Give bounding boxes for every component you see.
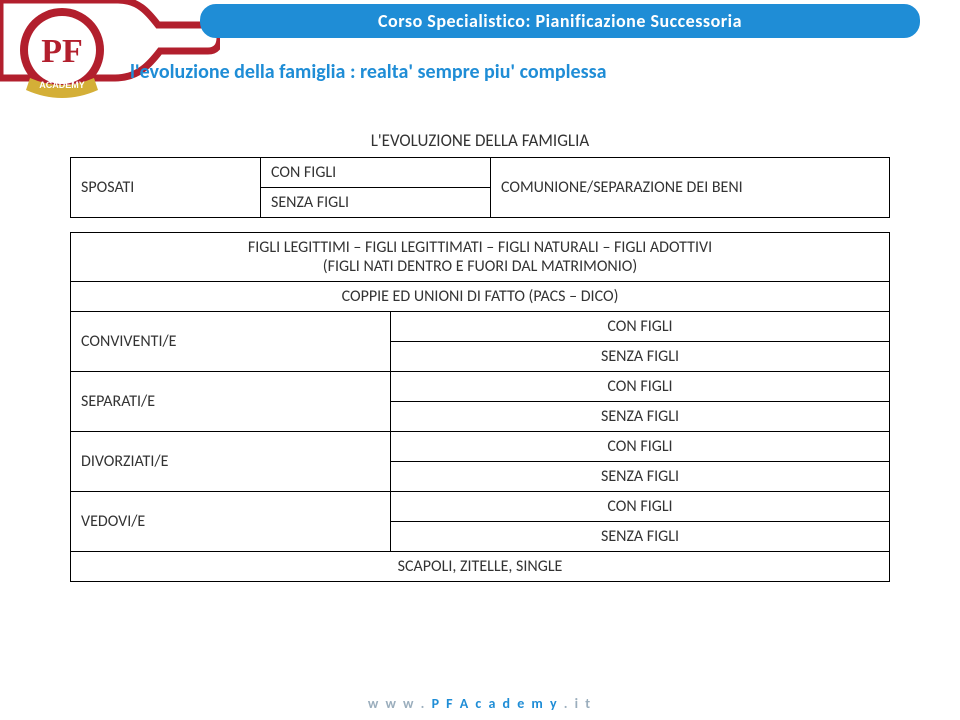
table-row: DIVORZIATI/E CON FIGLI	[71, 432, 890, 462]
cell-scapoli: SCAPOLI, ZITELLE, SINGLE	[71, 552, 890, 582]
cell-con-figli: CON FIGLI	[391, 312, 890, 342]
main-content: L'EVOLUZIONE DELLA FAMIGLIA SPOSATI CON …	[70, 130, 890, 582]
table-row: VEDOVI/E CON FIGLI	[71, 492, 890, 522]
text-legittimi: FIGLI LEGITTIMI – FIGLI LEGITTIMATI – FI…	[248, 238, 712, 257]
cell-con-figli: CON FIGLI	[391, 432, 890, 462]
cell-senza-figli: SENZA FIGLI	[391, 342, 890, 372]
sub-table: FIGLI LEGITTIMI – FIGLI LEGITTIMATI – FI…	[70, 232, 890, 582]
footer-main: P F A c a d e m y	[432, 695, 559, 712]
table-row: SCAPOLI, ZITELLE, SINGLE	[71, 552, 890, 582]
cell-divorziati: DIVORZIATI/E	[71, 432, 391, 492]
top-table: SPOSATI CON FIGLI COMUNIONE/SEPARAZIONE …	[70, 157, 890, 218]
cell-con-figli: CON FIGLI	[391, 372, 890, 402]
logo-banner-text: ACADEMY	[39, 80, 85, 90]
page-subtitle: l'evoluzione della famiglia : realta' se…	[130, 60, 606, 84]
cell-senza-figli: SENZA FIGLI	[261, 188, 491, 218]
pf-academy-logo: PF ACADEMY	[12, 6, 118, 108]
cell-sposati: SPOSATI	[71, 158, 261, 218]
logo-pf-text: PF	[41, 33, 83, 70]
cell-con-figli: CON FIGLI	[261, 158, 491, 188]
cell-separati: SEPARATI/E	[71, 372, 391, 432]
table-row: SEPARATI/E CON FIGLI	[71, 372, 890, 402]
text-legittimi-sub: (FIGLI NATI DENTRO E FUORI DAL MATRIMONI…	[323, 257, 637, 276]
footer-pre: w w w .	[368, 695, 432, 712]
section-title: L'EVOLUZIONE DELLA FAMIGLIA	[70, 130, 890, 151]
footer-post: . i t	[559, 695, 593, 712]
table-row: COPPIE ED UNIONI DI FATTO (PACS – DICO)	[71, 282, 890, 312]
table-row: SPOSATI CON FIGLI COMUNIONE/SEPARAZIONE …	[71, 158, 890, 188]
cell-coppie: COPPIE ED UNIONI DI FATTO (PACS – DICO)	[71, 282, 890, 312]
cell-conviventi: CONVIVENTI/E	[71, 312, 391, 372]
cell-comunione: COMUNIONE/SEPARAZIONE DEI BENI	[491, 158, 890, 218]
cell-legittimi: FIGLI LEGITTIMI – FIGLI LEGITTIMATI – FI…	[71, 233, 890, 282]
cell-senza-figli: SENZA FIGLI	[391, 402, 890, 432]
cell-senza-figli: SENZA FIGLI	[391, 462, 890, 492]
course-title-bar: Corso Specialistico: Pianificazione Succ…	[200, 4, 920, 38]
header: PF ACADEMY Corso Specialistico: Pianific…	[0, 0, 960, 110]
table-row: CONVIVENTI/E CON FIGLI	[71, 312, 890, 342]
cell-vedovi: VEDOVI/E	[71, 492, 391, 552]
cell-con-figli: CON FIGLI	[391, 492, 890, 522]
table-row: FIGLI LEGITTIMI – FIGLI LEGITTIMATI – FI…	[71, 233, 890, 282]
cell-senza-figli: SENZA FIGLI	[391, 522, 890, 552]
footer-url: w w w . P F A c a d e m y . i t	[0, 695, 960, 712]
